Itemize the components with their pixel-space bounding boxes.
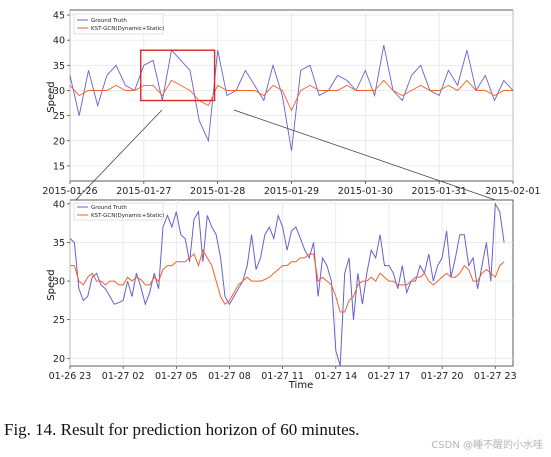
top-xtick-label: 2015-01-29 [264, 186, 319, 197]
bot-xtick-label: 01-27 08 [208, 371, 251, 382]
bottom-plot-frame [69, 199, 514, 367]
figure-caption: Fig. 14. Result for prediction horizon o… [4, 420, 360, 439]
bottom-legend-truth-label: Ground Truth [91, 205, 127, 211]
highlight-window [140, 49, 216, 102]
bottom-chart: 20 25 30 35 40 01-26 23 01-27 02 01-27 05 01-27… [46, 199, 517, 391]
bottom-grid [69, 200, 513, 366]
bot-xtick-label: 01-27 14 [314, 371, 357, 382]
bottom-legend-box [73, 202, 164, 221]
watermark: CSDN @睡不醒的小水哇 [431, 440, 543, 451]
bot-xtick-label: 01-27 23 [474, 371, 517, 382]
top-ylabel: Speed [46, 81, 57, 112]
top-ytick-label: 35 [53, 61, 65, 72]
top-xtick-label: 2015-02-01 [485, 186, 540, 197]
bot-xtick-label: 01-27 17 [368, 371, 411, 382]
zoom-connector-left [69, 109, 163, 207]
top-grid [69, 10, 514, 181]
top-ytick-label: 30 [53, 86, 65, 97]
bot-xtick-label: 01-27 11 [261, 371, 304, 382]
bottom-ground-truth-line [69, 202, 505, 367]
zoom-connector-right [233, 109, 514, 207]
bot-ytick-label: 20 [53, 354, 65, 365]
top-legend-truth-label: Ground Truth [91, 18, 127, 24]
top-ytick-label: 20 [53, 136, 65, 147]
bottom-legend-pred-label: KST-GCN(Dynamic+Static) [91, 213, 164, 219]
top-ytick-label: 25 [53, 111, 65, 122]
bottom-ylabel: Speed [46, 269, 57, 300]
top-prediction-line [69, 79, 513, 112]
bot-xtick-label: 01-27 02 [102, 371, 145, 382]
bottom-y-ticks: 20 25 30 35 40 [53, 199, 70, 365]
top-xtick-label: 2015-01-31 [412, 186, 467, 197]
top-legend-box [73, 13, 164, 35]
bottom-prediction-line [70, 248, 505, 313]
top-ytick-label: 45 [53, 11, 65, 22]
top-legend: Ground Truth KST-GCN(Dynamic+Static) [73, 13, 164, 35]
top-ytick-label: 40 [53, 36, 65, 47]
top-x-ticks: 2015-01-26 2015-01-27 2015-01-28 2015-01-29… [42, 181, 541, 197]
bot-xtick-label: 01-26 23 [49, 371, 92, 382]
bot-ytick-label: 30 [53, 277, 65, 288]
top-y-ticks: 15 20 25 30 35 40 45 [53, 11, 70, 172]
top-xtick-label: 2015-01-26 [42, 186, 97, 197]
bot-ytick-label: 40 [53, 199, 65, 210]
top-ytick-label: 15 [53, 161, 65, 172]
bottom-legend: Ground Truth KST-GCN(Dynamic+Static) [73, 202, 164, 221]
top-xtick-label: 2015-01-27 [116, 186, 171, 197]
bot-xtick-label: 01-27 05 [155, 371, 198, 382]
top-xtick-label: 2015-01-28 [190, 186, 245, 197]
top-xtick-label: 2015-01-30 [338, 186, 393, 197]
bot-ytick-label: 25 [53, 315, 65, 326]
top-ground-truth-line [69, 45, 514, 151]
bottom-x-ticks: 01-26 23 01-27 02 01-27 05 01-27 08 01-27 11… [49, 366, 517, 382]
bot-ytick-label: 35 [53, 238, 65, 249]
top-legend-pred-label: KST-GCN(Dynamic+Static) [91, 26, 164, 32]
bottom-xlabel: Time [288, 380, 313, 391]
bot-xtick-label: 01-27 20 [421, 371, 464, 382]
